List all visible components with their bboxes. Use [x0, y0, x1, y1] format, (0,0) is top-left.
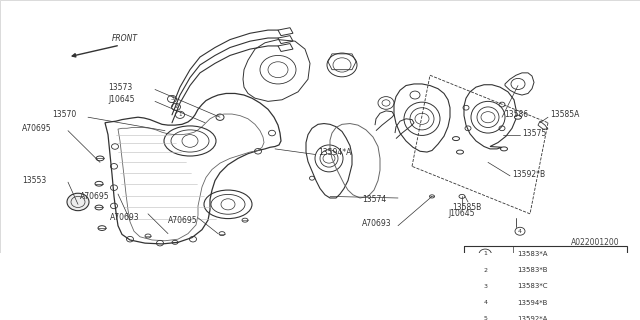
Text: 13585B: 13585B — [452, 203, 481, 212]
Ellipse shape — [96, 156, 104, 161]
Text: A70693: A70693 — [362, 219, 392, 228]
Ellipse shape — [515, 115, 522, 119]
Text: 13570: 13570 — [52, 110, 76, 119]
Text: 13583*B: 13583*B — [517, 267, 547, 273]
Text: 13592*A: 13592*A — [517, 316, 547, 320]
Ellipse shape — [95, 181, 103, 186]
Text: FRONT: FRONT — [112, 34, 138, 43]
Text: 13594*A: 13594*A — [318, 148, 351, 157]
Text: A022001200: A022001200 — [572, 238, 620, 247]
Text: 13594*B: 13594*B — [517, 300, 547, 306]
Text: 13574: 13574 — [362, 195, 387, 204]
Text: 4: 4 — [483, 300, 487, 305]
Text: 1: 1 — [483, 252, 487, 256]
Text: 4: 4 — [518, 229, 522, 234]
Text: 3: 3 — [170, 97, 173, 101]
Text: A70695: A70695 — [168, 216, 198, 225]
Text: 13592*B: 13592*B — [512, 170, 545, 179]
Text: J10645: J10645 — [448, 209, 474, 218]
Text: 13583*A: 13583*A — [517, 251, 547, 257]
Text: A70693: A70693 — [110, 213, 140, 222]
Circle shape — [67, 193, 89, 211]
Text: 13585A: 13585A — [550, 110, 579, 119]
Ellipse shape — [98, 226, 106, 230]
Text: 2: 2 — [174, 104, 178, 109]
Text: 13586: 13586 — [504, 110, 528, 119]
Text: 5: 5 — [483, 316, 487, 320]
Ellipse shape — [452, 137, 460, 140]
Text: 2: 2 — [483, 268, 487, 273]
Text: 1: 1 — [179, 112, 182, 117]
Text: 13575: 13575 — [522, 129, 547, 138]
Ellipse shape — [95, 205, 103, 210]
Ellipse shape — [500, 147, 508, 151]
Text: A70695: A70695 — [80, 192, 109, 201]
Ellipse shape — [456, 150, 463, 154]
Text: 13573: 13573 — [108, 83, 132, 92]
Text: 3: 3 — [483, 284, 487, 289]
Text: 13583*C: 13583*C — [517, 284, 547, 289]
Text: 13553: 13553 — [22, 176, 46, 185]
Text: J10645: J10645 — [108, 95, 134, 104]
Text: A70695: A70695 — [22, 124, 52, 133]
